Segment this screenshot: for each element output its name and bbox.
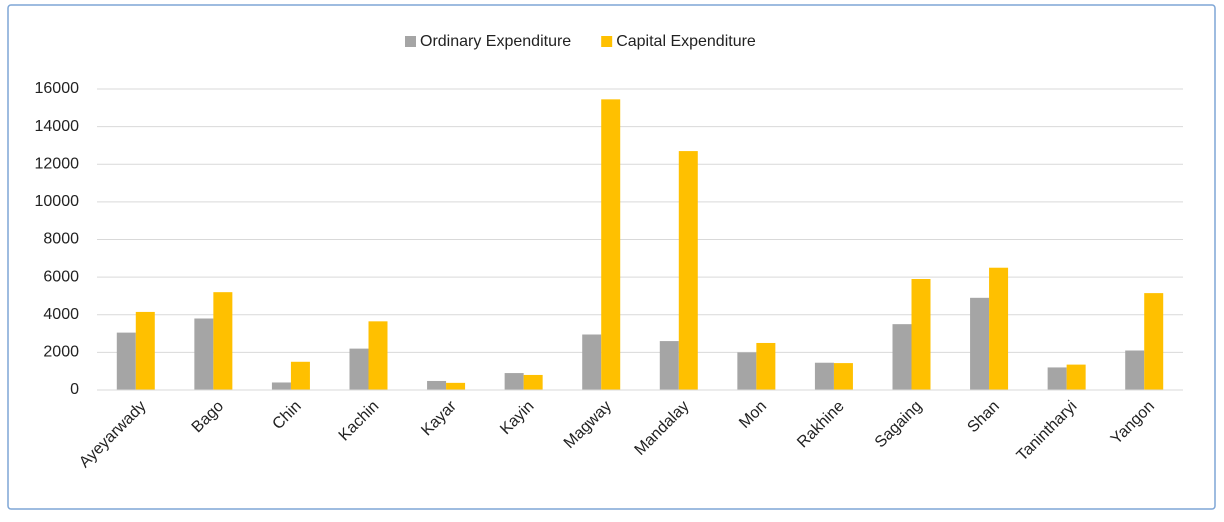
bar: [116, 332, 136, 390]
bar: [135, 311, 155, 390]
y-tick-label: 16000: [35, 80, 80, 97]
bar: [601, 99, 621, 391]
bar: [213, 292, 233, 390]
y-tick-label: 6000: [43, 268, 79, 285]
bar: [659, 341, 679, 390]
y-tick-label: 12000: [35, 155, 80, 172]
bar: [582, 334, 602, 390]
bar: [523, 374, 543, 390]
bar: [833, 363, 853, 390]
bar: [504, 373, 524, 390]
bar: [446, 382, 466, 390]
bar: [1144, 293, 1164, 390]
y-tick-label: 4000: [43, 306, 79, 323]
bar: [737, 352, 757, 390]
legend-label: Ordinary Expenditure: [420, 33, 571, 50]
bar: [678, 151, 698, 390]
bar: [290, 361, 310, 390]
bar: [911, 279, 931, 390]
bar: [349, 348, 369, 390]
y-tick-label: 14000: [35, 118, 80, 135]
bar: [427, 380, 447, 390]
bar: [1047, 367, 1067, 390]
bar: [368, 321, 388, 390]
bar: [892, 324, 912, 390]
bar: [1066, 364, 1086, 390]
bar: [1125, 350, 1145, 390]
y-tick-label: 2000: [43, 344, 79, 361]
bar: [756, 342, 776, 390]
bar: [989, 267, 1009, 390]
y-tick-label: 8000: [43, 231, 79, 248]
bar: [194, 318, 214, 390]
legend-swatch: [601, 36, 613, 47]
bar: [970, 297, 990, 390]
y-tick-label: 0: [70, 381, 79, 398]
legend-swatch: [405, 36, 416, 47]
bar: [271, 382, 291, 390]
legend-label: Capital Expenditure: [616, 33, 756, 50]
y-tick-label: 10000: [35, 193, 80, 210]
bar: [814, 362, 834, 390]
